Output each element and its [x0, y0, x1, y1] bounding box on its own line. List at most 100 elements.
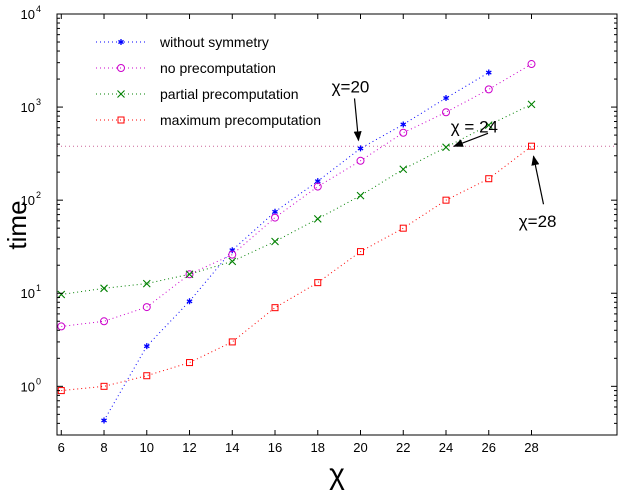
data-point [57, 322, 66, 331]
y-tick-exponent: 3 [36, 97, 41, 107]
data-point [484, 121, 493, 130]
legend-marker [118, 39, 124, 45]
data-point [228, 338, 236, 346]
y-tick-label: 10 [21, 193, 35, 208]
legend-label: maximum precomputation [160, 112, 321, 128]
data-point [100, 284, 108, 293]
data-point [527, 100, 536, 109]
series-line [61, 63, 532, 327]
x-tick-label: 16 [268, 440, 282, 455]
data-point [143, 372, 151, 380]
data-point [185, 270, 194, 279]
data-point [313, 214, 322, 223]
annotation-arrow [531, 155, 545, 205]
data-point [484, 85, 493, 94]
data-point [399, 165, 408, 174]
data-point [271, 304, 279, 312]
x-tick-label: 24 [439, 440, 453, 455]
data-point [271, 237, 279, 246]
data-point [185, 270, 194, 279]
annotation-3: χ=28 [519, 155, 557, 231]
series-line [61, 145, 532, 392]
legend: without symmetry no precomputation partial… [96, 34, 321, 128]
annotation-label: χ=20 [332, 77, 370, 96]
annotation-arrow [353, 98, 362, 142]
legend-marker [117, 116, 125, 124]
series-line [103, 72, 490, 421]
data-point [356, 191, 365, 200]
x-tick-label: 8 [100, 440, 107, 455]
data-point [442, 143, 450, 152]
data-point [100, 382, 108, 390]
data-point [313, 182, 322, 191]
x-tick-label: 28 [524, 440, 538, 455]
x-tick-label: 14 [225, 440, 239, 455]
data-point [528, 142, 536, 150]
y-tick-label: 10 [21, 100, 35, 115]
legend-marker [117, 64, 125, 72]
x-tick-label: 26 [482, 440, 496, 455]
series-layer [57, 60, 536, 424]
data-point [142, 303, 151, 312]
series-2 [57, 60, 536, 331]
legend-item-1: without symmetry [96, 34, 269, 50]
x-tick-label: 12 [182, 440, 196, 455]
series-4 [57, 142, 536, 395]
data-point [100, 317, 109, 326]
x-tick-label: 6 [58, 440, 65, 455]
data-point [57, 290, 66, 299]
annotation-label: χ=28 [519, 212, 557, 231]
legend-item-3: partial precomputation [96, 86, 299, 102]
data-point [399, 128, 408, 137]
y-tick-label: 10 [21, 379, 35, 394]
data-point [101, 417, 107, 424]
data-point [485, 175, 493, 183]
y-tick-label: 10 [21, 286, 35, 301]
data-point [442, 108, 451, 117]
data-point [443, 95, 449, 102]
annotation-layer: χ=20 χ = 24 χ=28 [332, 77, 557, 231]
legend-item-4: maximum precomputation [96, 112, 321, 128]
data-point [357, 145, 364, 152]
annotation-label: χ = 24 [451, 117, 498, 136]
data-point [442, 196, 450, 204]
data-point [527, 60, 536, 69]
data-point [356, 156, 365, 165]
legend-label: without symmetry [159, 34, 269, 50]
data-point [485, 69, 492, 76]
data-point [142, 279, 151, 288]
y-tick-exponent: 4 [36, 4, 41, 14]
x-tick-label: 10 [140, 440, 154, 455]
data-point [143, 343, 150, 350]
legend-label: no precomputation [160, 60, 276, 76]
legend-label: partial precomputation [160, 86, 299, 102]
y-axis-label: time [2, 200, 32, 249]
plot-frame [56, 13, 618, 436]
x-tick-label: 20 [353, 440, 367, 455]
y-tick-label: 10 [21, 7, 35, 22]
data-point [186, 298, 193, 305]
legend-item-2: no precomputation [96, 60, 276, 76]
x-tick-label: 22 [396, 440, 410, 455]
data-point [228, 257, 237, 266]
data-point [399, 224, 407, 232]
annotation-2: χ = 24 [451, 117, 498, 147]
annotation-1: χ=20 [332, 77, 370, 142]
x-axis-label: χ [329, 458, 345, 491]
data-point [186, 359, 194, 367]
series-3 [57, 100, 536, 299]
data-point [271, 213, 280, 222]
y-tick-exponent: 1 [36, 283, 41, 293]
data-point [228, 250, 237, 259]
data-point [314, 279, 322, 287]
data-point [357, 248, 365, 256]
x-axis-ticks: 6 8 10 12 14 16 18 20 22 24 26 28 [58, 14, 539, 455]
legend-marker [117, 90, 125, 98]
y-tick-exponent: 2 [36, 190, 41, 200]
y-tick-exponent: 0 [36, 376, 41, 386]
data-point [400, 121, 407, 128]
x-tick-label: 18 [311, 440, 325, 455]
